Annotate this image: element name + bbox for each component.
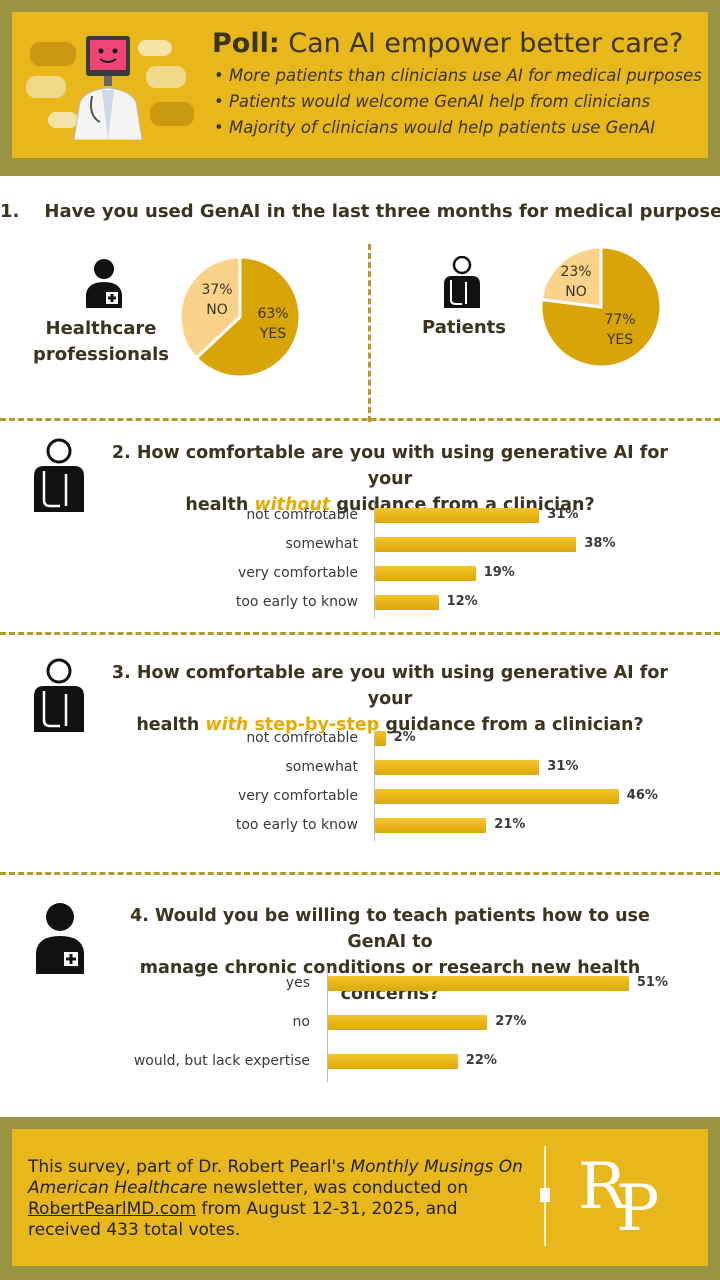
section-divider [0,632,720,635]
bar-axis [374,500,375,618]
footer-note: This survey, part of Dr. Robert Pearl's … [28,1157,523,1240]
patients-label: Patients [422,317,506,338]
bar-value-label: 22% [465,1053,497,1068]
bar [375,566,476,581]
pie-chart-professionals: 63% YES 37% NO [178,255,302,379]
pie-slice-no [178,255,242,361]
bar-axis [327,966,328,1082]
pie-category-label: YES [259,326,286,342]
bar-axis [374,723,375,841]
healthcare-professionals-label: Healthcare professionals [33,318,169,365]
patient-icon [444,256,480,308]
section-divider [0,418,720,421]
bar-value-label: 38% [584,536,616,551]
healthcare-professional-icon [36,903,84,974]
bar-value-label: 2% [393,730,416,745]
bar-category-label: very comfortable [238,788,358,804]
bar-value-label: 51% [636,975,669,990]
pie-slice-yes [539,245,663,369]
bullet-item: • More patients than clinicians use AI f… [214,66,702,85]
pie-value-label: 37% [201,282,232,298]
bar-category-label: yes [285,975,310,991]
poll-title: Poll: Can AI empower better care? [212,28,684,59]
bar [375,508,540,523]
bar-value-label: 21% [494,817,526,832]
pie-slice-yes [194,255,302,379]
patient-icon [34,658,84,732]
bar-category-label: no [292,1014,310,1030]
bar-category-label: not comfrotable [246,507,358,523]
robertpearlmd-link[interactable]: RobertPearlMD.com [28,1199,197,1219]
speech-bubble-icon [48,112,78,128]
bullet-item: • Patients would welcome GenAI help from… [214,92,651,111]
bar-value-label: 31% [547,507,579,522]
bar-value-label: 27% [495,1014,527,1029]
pie-value-label: 77% [604,312,635,328]
pie-chart-patients: 77% YES 23% NO [539,245,663,369]
robot-doctor-illustration [26,36,194,140]
rp-logo: RP [578,1150,659,1246]
bar-value-label: 19% [483,565,515,580]
bar-category-label: too early to know [235,817,358,833]
bar [375,731,386,746]
footer-divider-marker [540,1188,550,1202]
bar-value-label: 46% [626,788,658,803]
bar-category-label: very comfortable [238,565,358,581]
pie-value-label: 23% [560,264,591,280]
patient-icon [34,438,84,512]
q3-title: 3. How comfortable are you with using ge… [111,663,669,735]
pie-category-label: NO [565,284,587,300]
bar [375,537,577,552]
pie-category-label: NO [206,302,228,318]
speech-bubble-icon [146,66,186,88]
bar [375,595,439,610]
section-divider [0,872,720,875]
bar-value-label: 12% [446,594,478,609]
bar [375,818,487,833]
bar-category-label: somewhat [285,536,358,552]
section-divider [368,244,371,422]
bar [328,1054,458,1069]
healthcare-professional-icon [86,259,122,308]
bar-category-label: somewhat [285,759,358,775]
bar-value-label: 31% [547,759,579,774]
footer-banner [12,1129,708,1266]
bullet-item: • Majority of clinicians would help pati… [214,118,656,137]
speech-bubble-icon [150,102,194,126]
pie-category-label: YES [606,332,633,348]
q2-title: 2. How comfortable are you with using ge… [111,443,669,515]
pie-slice-no [539,245,603,309]
bar [328,976,629,991]
speech-bubble-icon [26,76,66,98]
bar-category-label: would, but lack expertise [133,1053,310,1069]
bar-category-label: not comfrotable [246,730,358,746]
q4-title: 4. Would you be willing to teach patient… [130,906,650,1004]
bar [375,760,540,775]
bar-category-label: too early to know [235,594,358,610]
pie-value-label: 63% [257,306,288,322]
bar [328,1015,488,1030]
q1-title: 1. Have you used GenAI in the last three… [0,201,720,222]
speech-bubble-icon [138,40,172,56]
bar [375,789,619,804]
speech-bubble-icon [30,42,76,66]
